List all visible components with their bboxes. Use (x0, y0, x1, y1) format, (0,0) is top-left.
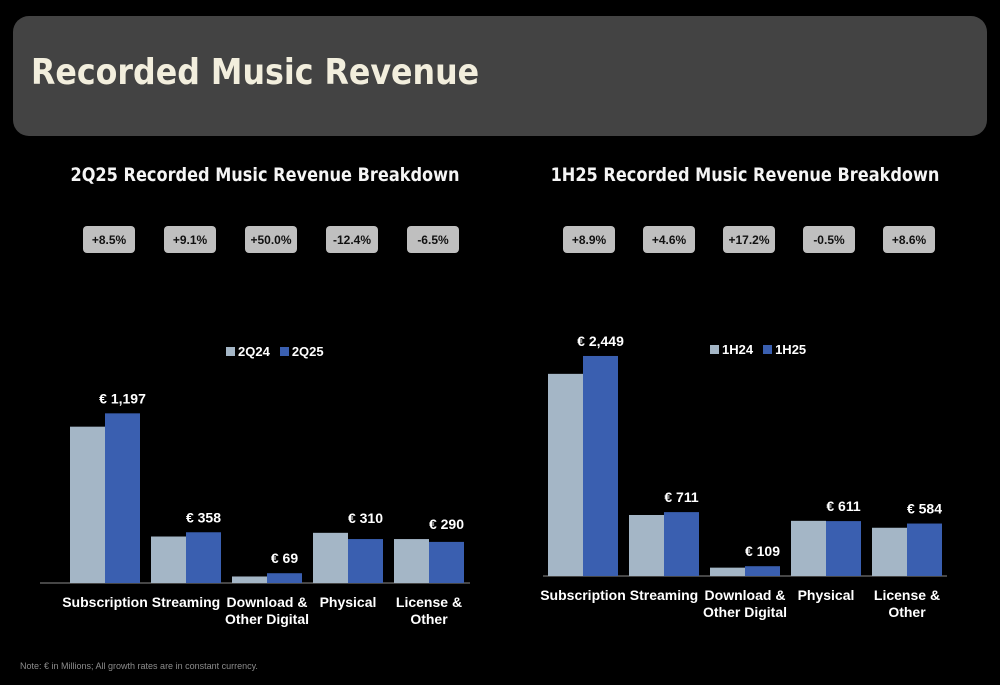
data-label: € 1,197 (99, 390, 146, 406)
bar-2q24 (313, 532, 348, 583)
data-label: € 69 (271, 550, 298, 566)
category-label: License & (396, 594, 462, 610)
bar-2q25 (267, 573, 302, 583)
bar-chart-2q25: € 1,197 Subscription € 358 Streaming € 69 Dow… (40, 390, 470, 627)
legend-label-prior: 2Q24 (238, 344, 270, 359)
category-label: Streaming (152, 594, 220, 610)
bar-2q25 (348, 539, 383, 583)
growth-badge: -0.5% (803, 226, 855, 253)
category-label: Download & (705, 587, 786, 603)
legend-item-current: 2Q25 (279, 344, 324, 359)
chart-title-1h25: 1H25 Recorded Music Revenue Breakdown (550, 164, 940, 186)
category-label: Subscription (62, 594, 148, 610)
bar-1h24 (710, 567, 745, 576)
bar-1h25 (826, 521, 861, 576)
category-label: Streaming (630, 587, 698, 603)
chart-panel-2q25: 2Q25 Recorded Music Revenue Breakdown +8… (30, 150, 500, 630)
category-label: Other (410, 611, 448, 627)
growth-badge: +8.6% (883, 226, 935, 253)
growth-badge: +8.9% (563, 226, 615, 253)
bar-1h25 (583, 355, 618, 576)
chart-panel-1h25: 1H25 Recorded Music Revenue Breakdown +8… (510, 150, 980, 630)
bar-2q25 (186, 532, 221, 583)
category-label: Download & (227, 594, 308, 610)
legend-label-current: 2Q25 (291, 344, 324, 359)
bar-1h24 (629, 514, 664, 576)
title-banner: Recorded Music Revenue (13, 16, 987, 136)
bar-2q24 (151, 536, 186, 583)
bar-2q25 (429, 541, 464, 583)
category-label: Other (888, 604, 926, 620)
data-label: € 611 (826, 498, 860, 514)
category-label: Subscription (540, 587, 626, 603)
data-label: € 2,449 (577, 333, 624, 349)
footnote: Note: € in Millions; All growth rates ar… (20, 661, 258, 671)
growth-badge: +17.2% (723, 226, 775, 253)
page-title: Recorded Music Revenue (31, 52, 480, 93)
data-label: € 584 (907, 501, 942, 517)
bar-1h25 (907, 523, 942, 576)
legend-item-prior: 2Q24 (226, 344, 270, 359)
data-label: € 290 (429, 516, 464, 532)
growth-badge: +50.0% (245, 226, 297, 253)
bar-1h25 (745, 566, 780, 576)
growth-badge: -6.5% (407, 226, 459, 253)
legend-1h25: 1H24 1H25 (710, 342, 810, 357)
category-label: Physical (798, 587, 855, 603)
legend-swatch-prior (226, 347, 235, 356)
bar-chart-1h25: € 2,449 Subscription € 711 Streaming € 109 Do… (540, 333, 947, 620)
bar-1h24 (791, 520, 826, 576)
legend-item-prior: 1H24 (710, 342, 753, 357)
bar-1h25 (664, 512, 699, 576)
growth-badge: +8.5% (83, 226, 135, 253)
data-label: € 711 (664, 489, 698, 505)
growth-row-1h25: +8.9% +4.6% +17.2% -0.5% +8.6% (510, 226, 980, 254)
legend-swatch-current (279, 347, 289, 356)
legend-2q25: 2Q24 2Q25 (226, 344, 328, 359)
category-label: License & (874, 587, 940, 603)
category-label: Other Digital (703, 604, 787, 620)
legend-swatch-current (763, 345, 773, 354)
data-label: € 310 (348, 510, 383, 526)
growth-badge: +9.1% (164, 226, 216, 253)
growth-row-2q25: +8.5% +9.1% +50.0% -12.4% -6.5% (30, 226, 500, 254)
bar-2q24 (70, 426, 105, 583)
bar-2q24 (232, 576, 267, 583)
growth-badge: +4.6% (643, 226, 695, 253)
growth-badge: -12.4% (326, 226, 378, 253)
data-label: € 358 (186, 509, 221, 525)
bar-1h24 (872, 527, 907, 576)
legend-label-prior: 1H24 (722, 342, 754, 357)
legend-swatch-prior (710, 345, 719, 354)
chart-title-2q25: 2Q25 Recorded Music Revenue Breakdown (70, 164, 460, 186)
bar-2q25 (105, 413, 140, 583)
bar-1h24 (548, 373, 583, 576)
legend-item-current: 1H25 (763, 342, 806, 357)
category-label: Other Digital (225, 611, 309, 627)
category-label: Physical (320, 594, 377, 610)
data-label: € 109 (745, 543, 780, 559)
legend-label-current: 1H25 (775, 342, 807, 357)
bar-2q24 (394, 539, 429, 583)
